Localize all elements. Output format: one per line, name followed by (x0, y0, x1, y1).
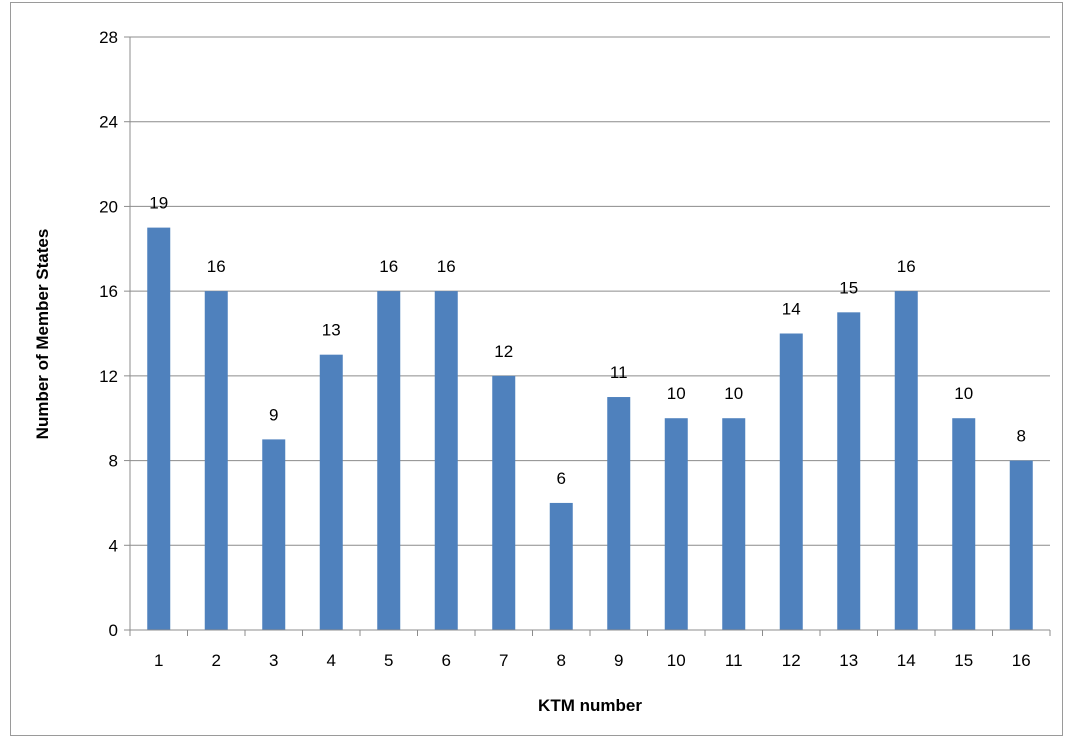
x-tick-label: 16 (1012, 651, 1031, 670)
bar (664, 418, 688, 630)
x-tick-label: 5 (384, 651, 393, 670)
bar (1009, 460, 1033, 630)
x-tick-label: 1 (154, 651, 163, 670)
data-label: 16 (207, 257, 226, 276)
bar (204, 291, 228, 630)
bar (722, 418, 746, 630)
y-tick-label: 24 (99, 113, 118, 132)
bar (492, 375, 516, 630)
y-tick-label: 28 (99, 28, 118, 47)
data-label: 16 (437, 257, 456, 276)
bar (434, 291, 458, 630)
x-axis-title: KTM number (538, 696, 642, 715)
x-tick-label: 14 (897, 651, 916, 670)
data-label: 15 (839, 278, 858, 297)
x-tick-label: 13 (839, 651, 858, 670)
x-tick-label: 15 (954, 651, 973, 670)
bar (779, 333, 803, 630)
y-axis-title: Number of Member States (33, 229, 52, 440)
data-label: 10 (954, 384, 973, 403)
bar (607, 397, 631, 630)
bar (319, 354, 343, 630)
x-tick-label: 9 (614, 651, 623, 670)
x-tick-label: 7 (499, 651, 508, 670)
bar (147, 227, 171, 630)
data-label: 11 (610, 363, 628, 382)
bar (262, 439, 286, 630)
y-tick-label: 12 (99, 367, 118, 386)
data-label: 14 (782, 300, 801, 319)
data-label: 6 (557, 469, 566, 488)
bar (952, 418, 976, 630)
data-label: 8 (1017, 427, 1026, 446)
data-label: 13 (322, 321, 341, 340)
bar (549, 502, 573, 630)
y-tick-label: 16 (99, 282, 118, 301)
y-tick-label: 8 (109, 452, 118, 471)
data-label: 16 (379, 257, 398, 276)
x-tick-label: 8 (557, 651, 566, 670)
data-label: 10 (724, 384, 743, 403)
data-label: 16 (897, 257, 916, 276)
data-label: 10 (667, 384, 686, 403)
axes (124, 36, 1051, 636)
bar (894, 291, 918, 630)
x-tick-label: 12 (782, 651, 801, 670)
labels: 0 4 8 12 16 20 24 28 19 1 16 2 9 3 13 4 16 5 16 6 12 7 6 8 11 9 10… (99, 28, 1031, 670)
y-tick-label: 4 (109, 536, 118, 555)
bars (147, 227, 1033, 630)
x-tick-label: 2 (212, 651, 221, 670)
data-label: 19 (149, 194, 168, 213)
data-label: 12 (494, 342, 513, 361)
x-tick-label: 6 (442, 651, 451, 670)
bar (837, 312, 861, 630)
x-tick-label: 4 (327, 651, 336, 670)
bar (377, 291, 401, 630)
data-label: 9 (269, 405, 278, 424)
x-tick-label: 11 (725, 651, 743, 670)
y-tick-label: 20 (99, 197, 118, 216)
y-tick-label: 0 (109, 621, 118, 640)
x-tick-label: 10 (667, 651, 686, 670)
chart-frame (10, 2, 1063, 736)
x-tick-label: 3 (269, 651, 278, 670)
